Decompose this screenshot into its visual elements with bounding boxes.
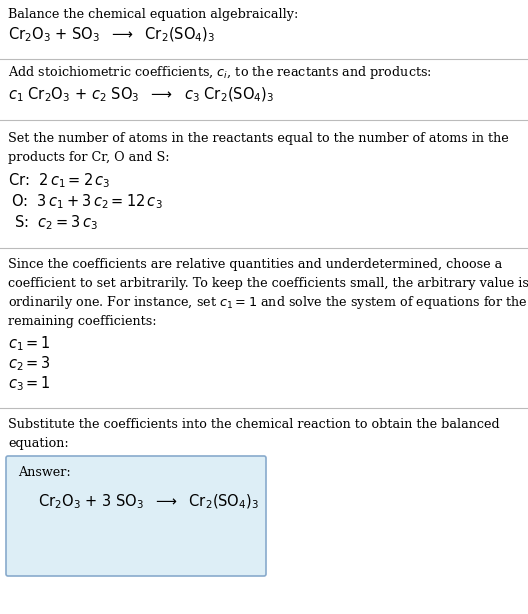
Text: Answer:: Answer: <box>18 466 71 479</box>
Text: Substitute the coefficients into the chemical reaction to obtain the balanced: Substitute the coefficients into the che… <box>8 418 499 431</box>
Text: Since the coefficients are relative quantities and underdetermined, choose a: Since the coefficients are relative quan… <box>8 258 502 271</box>
Text: Set the number of atoms in the reactants equal to the number of atoms in the: Set the number of atoms in the reactants… <box>8 132 509 145</box>
Text: $c_1 = 1$: $c_1 = 1$ <box>8 334 51 352</box>
Text: $c_3 = 1$: $c_3 = 1$ <box>8 374 51 393</box>
Text: $\mathsf{Cr_2O_3}$ $+$ $\mathsf{SO_3}$  $\longrightarrow$  $\mathsf{Cr_2(SO_4)_3: $\mathsf{Cr_2O_3}$ $+$ $\mathsf{SO_3}$ $… <box>8 25 215 44</box>
Text: Cr:  $2\,c_1 = 2\,c_3$: Cr: $2\,c_1 = 2\,c_3$ <box>8 171 110 190</box>
Text: Add stoichiometric coefficients, $c_i$, to the reactants and products:: Add stoichiometric coefficients, $c_i$, … <box>8 64 432 81</box>
Text: ordinarily one. For instance, set $c_1 = 1$ and solve the system of equations fo: ordinarily one. For instance, set $c_1 =… <box>8 294 528 311</box>
Text: S:  $c_2 = 3\,c_3$: S: $c_2 = 3\,c_3$ <box>14 213 98 231</box>
Text: equation:: equation: <box>8 437 69 450</box>
Text: $c_1$ $\mathsf{Cr_2O_3}$ $+$ $c_2$ $\mathsf{SO_3}$  $\longrightarrow$  $c_3$ $\m: $c_1$ $\mathsf{Cr_2O_3}$ $+$ $c_2$ $\mat… <box>8 85 274 104</box>
Text: coefficient to set arbitrarily. To keep the coefficients small, the arbitrary va: coefficient to set arbitrarily. To keep … <box>8 277 528 290</box>
FancyBboxPatch shape <box>6 456 266 576</box>
Text: products for Cr, O and S:: products for Cr, O and S: <box>8 151 169 164</box>
Text: remaining coefficients:: remaining coefficients: <box>8 315 157 328</box>
Text: $\mathsf{Cr_2O_3}$ $+$ 3 $\mathsf{SO_3}$  $\longrightarrow$  $\mathsf{Cr_2(SO_4): $\mathsf{Cr_2O_3}$ $+$ 3 $\mathsf{SO_3}$… <box>38 492 259 511</box>
Text: O:  $3\,c_1 + 3\,c_2 = 12\,c_3$: O: $3\,c_1 + 3\,c_2 = 12\,c_3$ <box>11 192 163 211</box>
Text: $c_2 = 3$: $c_2 = 3$ <box>8 354 51 373</box>
Text: Balance the chemical equation algebraically:: Balance the chemical equation algebraica… <box>8 8 298 21</box>
